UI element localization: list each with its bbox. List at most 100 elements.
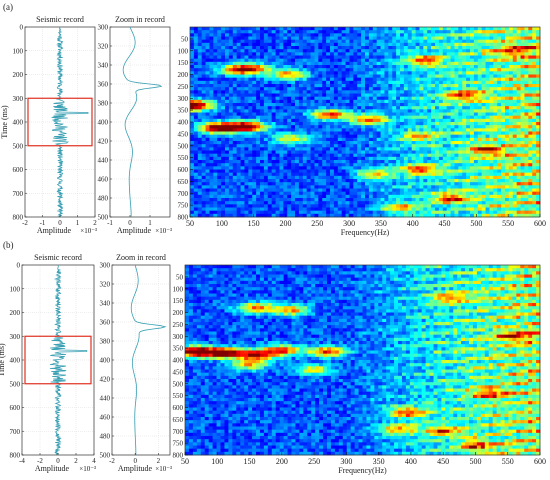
heatmap-cell	[520, 182, 525, 186]
heatmap-cell	[260, 131, 265, 136]
heatmap-cell	[384, 99, 389, 104]
heatmap-cell	[411, 112, 416, 117]
heatmap-cell	[213, 71, 218, 75]
heatmap-cell	[450, 169, 455, 174]
heatmap-cell	[407, 194, 413, 199]
heatmap-cell	[271, 147, 276, 151]
heatmap-cell	[314, 118, 319, 123]
heatmap-cell	[205, 166, 210, 170]
heatmap-cell	[197, 71, 203, 75]
heatmap-cell	[349, 131, 354, 136]
heatmap-cell	[423, 36, 428, 41]
heatmap-cell	[388, 163, 393, 167]
heatmap-cell	[232, 172, 238, 177]
heatmap-cell	[267, 36, 273, 41]
heatmap-cell	[232, 58, 238, 63]
heatmap-cell	[190, 99, 195, 104]
heatmap-cell	[415, 39, 420, 44]
heatmap-cell	[512, 128, 518, 132]
heatmap-cell	[225, 68, 230, 72]
heatmap-cell	[446, 106, 451, 110]
heatmap-cell	[201, 131, 206, 136]
heatmap-cell	[466, 175, 471, 180]
heatmap-cell	[520, 80, 525, 85]
heatmap-cell	[532, 125, 537, 129]
heatmap-cell	[419, 109, 424, 113]
heatmap-cell	[497, 175, 502, 180]
heatmap-cell	[470, 182, 475, 186]
heatmap-cell	[438, 185, 444, 189]
heatmap-cell	[466, 99, 471, 104]
heatmap-cell	[341, 160, 346, 164]
heatmap-cell	[345, 27, 350, 31]
heatmap-cell	[349, 46, 354, 50]
heatmap-cell	[232, 147, 238, 151]
heatmap-cell	[295, 194, 300, 199]
heatmap-cell	[337, 191, 343, 196]
heatmap-cell	[225, 175, 230, 180]
heatmap-cell	[302, 182, 308, 186]
heatmap-cell	[318, 90, 323, 94]
heatmap-cell	[252, 160, 257, 164]
heatmap-cell	[396, 74, 401, 79]
heatmap-cell	[287, 77, 292, 82]
heatmap-cell	[470, 30, 475, 34]
heatmap-cell	[228, 65, 234, 69]
heatmap-cell	[450, 131, 455, 136]
heatmap-cell	[225, 55, 230, 60]
heatmap-cell	[520, 191, 525, 196]
heatmap-cell	[190, 77, 195, 82]
heatmap-cell	[423, 144, 428, 148]
heatmap-cell	[473, 147, 479, 151]
heatmap-cell	[271, 112, 276, 117]
heatmap-cell	[314, 169, 319, 174]
heatmap-cell	[248, 74, 253, 79]
heatmap-cell	[205, 84, 210, 88]
heatmap-cell	[376, 77, 381, 82]
heatmap-cell	[376, 112, 381, 117]
heatmap-cell	[221, 169, 226, 174]
heatmap-cell	[283, 58, 288, 63]
heatmap-cell	[345, 125, 350, 129]
heatmap-cell	[450, 52, 455, 56]
heatmap-cell	[263, 147, 269, 151]
heatmap-cell	[326, 147, 331, 151]
heatmap-cell	[260, 115, 265, 120]
heatmap-cell	[209, 96, 214, 101]
heatmap-cell	[508, 131, 514, 136]
heatmap-cell	[376, 109, 381, 113]
heatmap-cell	[318, 80, 323, 85]
heatmap-cell	[415, 128, 420, 132]
heatmap-cell	[512, 169, 518, 174]
heatmap-cell	[512, 109, 518, 113]
heatmap-cell	[298, 118, 304, 123]
heatmap-cell	[520, 144, 525, 148]
heatmap-cell	[396, 182, 401, 186]
heatmap-cell	[345, 33, 350, 37]
heatmap-cell	[193, 55, 199, 60]
heatmap-cell	[520, 179, 525, 183]
heatmap-cell	[446, 49, 451, 53]
heatmap-cell	[209, 61, 214, 66]
heatmap-cell	[295, 109, 300, 113]
heatmap-cell	[337, 103, 343, 107]
heatmap-cell	[505, 33, 510, 37]
heatmap-cell	[310, 36, 315, 41]
heatmap-cell	[225, 71, 230, 75]
heatmap-cell	[341, 106, 346, 110]
heatmap-cell	[473, 131, 479, 136]
heatmap-cell	[291, 125, 296, 129]
heatmap-cell	[240, 103, 245, 107]
heatmap-cell	[228, 150, 234, 155]
heatmap-cell	[466, 141, 471, 145]
heatmap-cell	[330, 87, 335, 91]
heatmap-cell	[466, 188, 471, 193]
heatmap-cell	[236, 77, 241, 82]
heatmap-cell	[193, 194, 199, 199]
heatmap-cell	[228, 77, 234, 82]
heatmap-cell	[508, 96, 514, 101]
heatmap-cell	[450, 125, 455, 129]
heatmap-cell	[497, 33, 502, 37]
heatmap-cell	[287, 150, 292, 155]
heatmap-cell	[337, 175, 343, 180]
